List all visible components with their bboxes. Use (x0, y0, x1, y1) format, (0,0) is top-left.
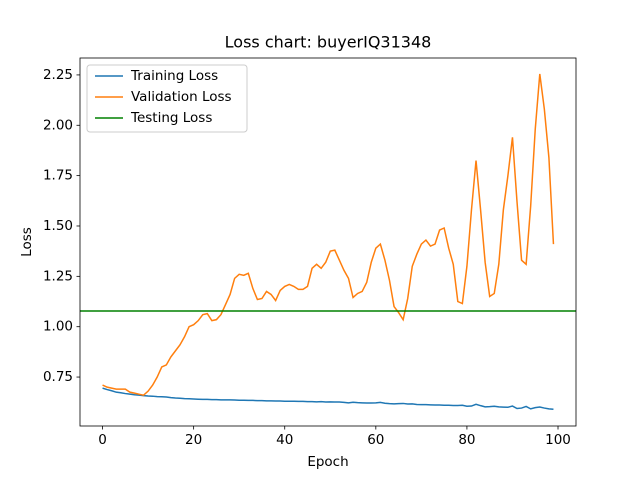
legend-label: Training Loss (130, 68, 218, 84)
chart-title: Loss chart: buyerIQ31348 (225, 33, 432, 52)
x-axis-label: Epoch (307, 454, 348, 470)
x-tick-label: 100 (545, 432, 571, 448)
series-line (102, 73, 555, 396)
y-tick-label: 0.75 (43, 369, 73, 385)
y-tick-label: 2.25 (43, 67, 73, 83)
y-tick-label: 2.00 (43, 117, 73, 133)
series-line (102, 387, 554, 411)
legend-box (86, 64, 248, 133)
y-tick-label: 1.00 (43, 319, 73, 335)
legend-label: Validation Loss (131, 89, 232, 105)
x-tick-label: 20 (185, 432, 202, 448)
x-tick-label: 80 (458, 432, 475, 448)
y-tick-label: 1.25 (43, 268, 73, 284)
y-axis-label: Loss (19, 227, 35, 257)
x-tick-label: 60 (367, 432, 384, 448)
plot-frame (79, 57, 577, 427)
x-tick-label: 40 (276, 432, 293, 448)
x-tick-label: 0 (98, 432, 107, 448)
y-tick-label: 1.75 (43, 168, 73, 184)
y-tick-label: 1.50 (43, 218, 73, 234)
legend-label: Testing Loss (130, 110, 212, 126)
